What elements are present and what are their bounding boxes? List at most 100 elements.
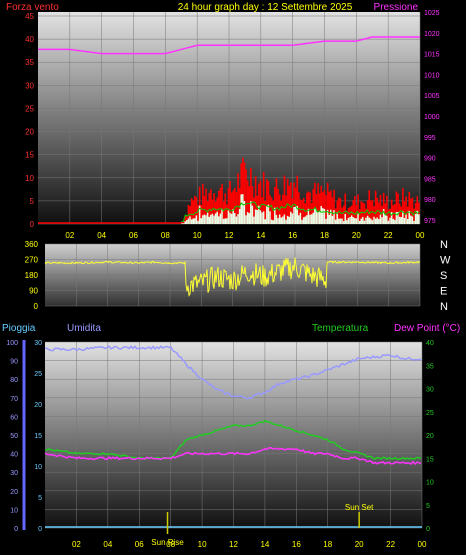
wind-avg-bar	[346, 220, 348, 224]
wind-gust-bar	[214, 201, 217, 224]
temperature-tick-label: 20	[426, 433, 434, 440]
pressure-line	[38, 36, 420, 55]
wind-avg-bar	[322, 208, 324, 224]
top-x-tick-label: 02	[65, 231, 74, 240]
wind-gust-bar	[354, 195, 356, 224]
wind-gust-bar	[326, 182, 329, 224]
wind-gust-bar	[400, 206, 403, 224]
wind-avg-bar	[232, 209, 235, 224]
wind-gust-bar	[242, 157, 244, 224]
wind-gust-bar	[184, 215, 187, 224]
wind-gust-bar	[251, 186, 254, 224]
humidity-tick-label: 10	[10, 507, 18, 514]
wind-gust-bar	[234, 187, 236, 224]
wind-tick-label: 35	[25, 58, 34, 67]
wind-gust-bar	[227, 188, 230, 224]
wind-avg-bar	[254, 209, 257, 224]
wind-avg-bar	[282, 216, 284, 224]
wind-gust-bar	[248, 186, 251, 224]
wind-gust-bar	[181, 221, 183, 224]
humidity-tick-label: 70	[10, 396, 18, 403]
rain-tick-label: 10	[34, 464, 42, 471]
bottom-grid	[45, 341, 423, 529]
wind-gust-bar	[272, 200, 275, 224]
humidity-tick-label: 50	[10, 433, 18, 440]
wind-gust-bar	[317, 183, 319, 224]
wind-avg-bar	[274, 207, 276, 224]
wind-gust-bar	[379, 194, 382, 224]
rain-tick-label: 15	[34, 433, 42, 440]
wind-gust-bar	[235, 192, 238, 224]
wind-gust-bar	[414, 203, 417, 224]
axis-labels: 0510152025303540459759809859909951000100…	[6, 10, 451, 549]
wind-gust-bar	[342, 205, 345, 224]
wind-avg-bar	[197, 220, 199, 224]
wind-axis-title: Forza vento	[6, 2, 59, 13]
temperature-line	[45, 419, 422, 461]
wind-gust-bar	[418, 202, 420, 224]
wind-gust-bar	[357, 194, 359, 224]
pressure-tick-label: 1015	[424, 52, 440, 59]
wind-avg-bar	[374, 218, 377, 224]
wind-avg-bar	[298, 215, 300, 224]
wind-avg-bar	[216, 211, 219, 224]
wind-avg-bar	[208, 216, 211, 224]
wind-gust-bar	[210, 189, 212, 224]
wind-gust-bar	[216, 197, 219, 224]
wind-avg-bar	[386, 215, 388, 224]
wind-avg-bar	[219, 213, 222, 224]
wind-avg-bar	[203, 214, 206, 224]
wind-avg-bar	[230, 213, 233, 224]
wind-gust-bar	[384, 203, 387, 224]
wind-avg-bar	[283, 214, 286, 224]
temperature-tick-label: 25	[426, 410, 434, 417]
wind-gust-bar	[374, 190, 377, 224]
wind-avg-bar	[318, 211, 321, 224]
pressure-tick-label: 975	[424, 218, 436, 225]
wind-avg-bar	[336, 212, 339, 224]
wind-gust-bar	[328, 191, 331, 224]
top-x-tick-label: 12	[225, 231, 234, 240]
wind-gust-bar	[221, 183, 223, 224]
top-x-tick-label: 22	[384, 231, 393, 240]
wind-avg-bar	[294, 206, 297, 224]
wind-gust-bar	[280, 200, 283, 224]
wind-gust-bar	[381, 205, 383, 224]
pressure-tick-label: 980	[424, 197, 436, 204]
wind-avg-bar	[222, 218, 225, 224]
wind-gust-bar	[302, 197, 305, 224]
wind-avg-bar	[278, 214, 281, 224]
wind-gust-bar	[362, 202, 364, 224]
wind-avg-bar	[315, 209, 318, 224]
wind-avg-bar	[302, 217, 305, 224]
humidity-tick-label: 90	[10, 359, 18, 366]
humidity-tick-label: 0	[14, 526, 18, 533]
wind-gust-bar	[261, 197, 263, 224]
wind-gust-bar	[349, 206, 351, 224]
wind-gust-bar	[309, 192, 311, 224]
wind-gust-bar	[296, 175, 299, 224]
wind-gust-bar	[186, 215, 188, 224]
wind-avg-bar	[392, 218, 395, 224]
wind-avg-bar	[358, 220, 361, 224]
wind-gust-bar	[392, 205, 395, 224]
wind-avg-bar	[213, 215, 215, 224]
wind-avg-bar	[246, 212, 249, 224]
wind-gust-bar	[410, 198, 412, 224]
wind-avg-bar	[323, 208, 326, 224]
wind-avg-bar	[382, 209, 385, 224]
wind-avg-bar	[240, 194, 243, 224]
wind-avg-bar	[333, 210, 335, 224]
wind-avg-bar	[317, 211, 319, 224]
wind-gust-bar	[219, 187, 222, 224]
top-x-tick-label: 20	[352, 231, 361, 240]
rain-tick-label: 30	[34, 340, 42, 347]
wind-gust-bar	[320, 185, 323, 224]
wind-gust-bar	[398, 203, 401, 224]
wind-avg-bar	[202, 215, 204, 224]
wind-avg-bar	[338, 218, 340, 224]
wind-avg-bar	[357, 213, 359, 224]
wind-gust-bar	[358, 209, 361, 224]
compass-label: N	[440, 239, 448, 251]
wind-avg-bar	[387, 220, 390, 224]
